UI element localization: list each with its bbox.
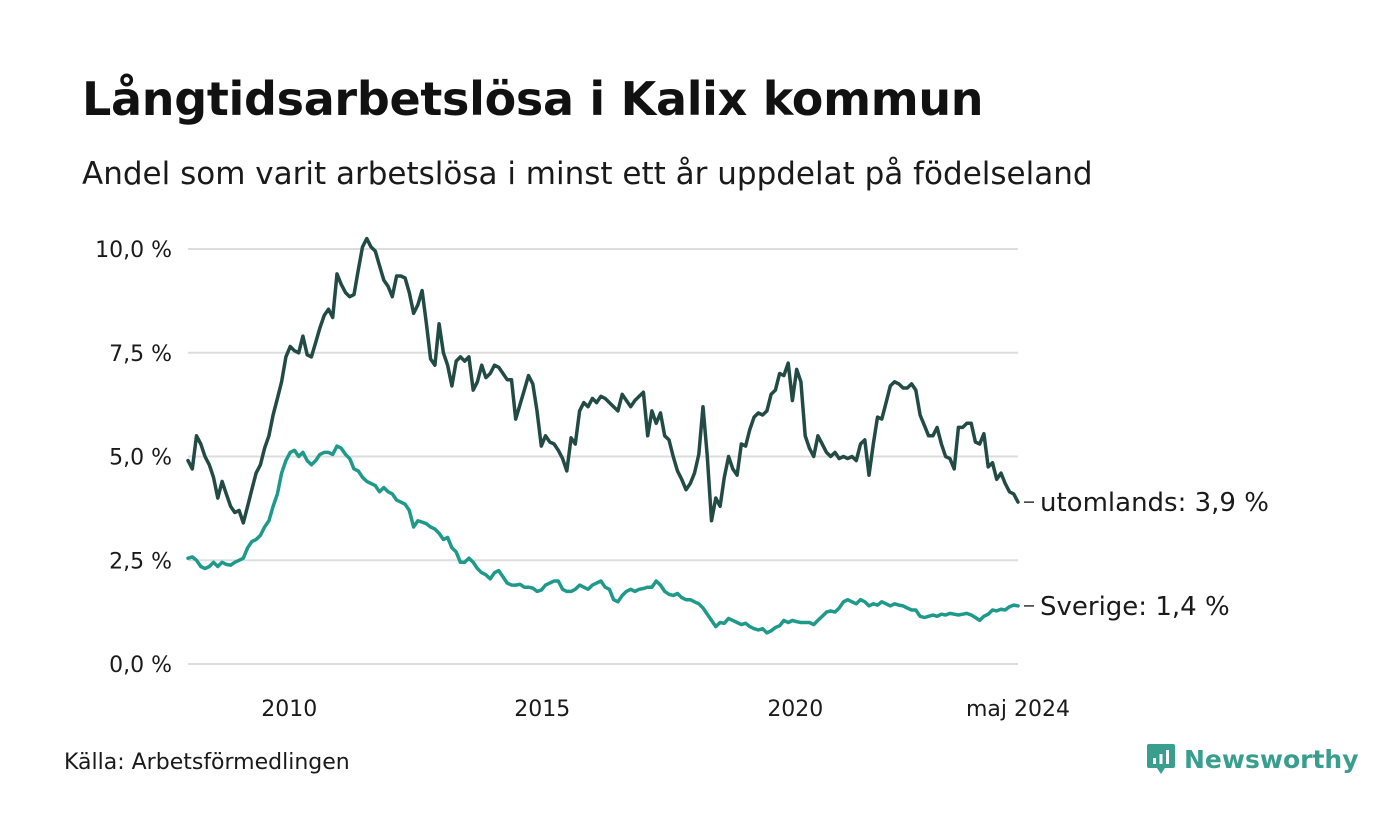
y-tick-label: 0,0 % bbox=[109, 653, 172, 678]
series-line-utomlands bbox=[186, 236, 1020, 525]
x-tick-label: 2010 bbox=[261, 697, 317, 722]
x-tick-label: 2020 bbox=[767, 697, 823, 722]
brand-name: Newsworthy bbox=[1184, 744, 1359, 774]
chart-title: Långtidsarbetslösa i Kalix kommun bbox=[82, 72, 984, 126]
x-axis: 2010 2015 2020 maj 2024 bbox=[261, 697, 1070, 722]
series-label-sverige: Sverige: 1,4 % bbox=[1040, 592, 1230, 622]
series-lines bbox=[186, 236, 1020, 635]
y-tick-label: 7,5 % bbox=[109, 342, 172, 367]
series-line-sverige bbox=[186, 444, 1020, 635]
y-tick-label: 2,5 % bbox=[109, 549, 172, 574]
y-tick-label: 5,0 % bbox=[109, 446, 172, 471]
series-label-utomlands: utomlands: 3,9 % bbox=[1040, 488, 1269, 518]
x-tick-label: 2015 bbox=[514, 697, 570, 722]
brand-logo: Newsworthy bbox=[1146, 742, 1359, 776]
series-labels: utomlands: 3,9 % Sverige: 1,4 % bbox=[1024, 488, 1269, 622]
source-note: Källa: Arbetsförmedlingen bbox=[64, 750, 350, 775]
chart-subtitle: Andel som varit arbetslösa i minst ett å… bbox=[82, 156, 1093, 192]
x-tick-label: maj 2024 bbox=[966, 697, 1070, 722]
y-tick-label: 10,0 % bbox=[95, 238, 172, 263]
newsworthy-logo-icon bbox=[1147, 744, 1175, 774]
y-axis: 0,0 % 2,5 % 5,0 % 7,5 % 10,0 % bbox=[95, 238, 172, 678]
grid-lines bbox=[188, 248, 1018, 665]
